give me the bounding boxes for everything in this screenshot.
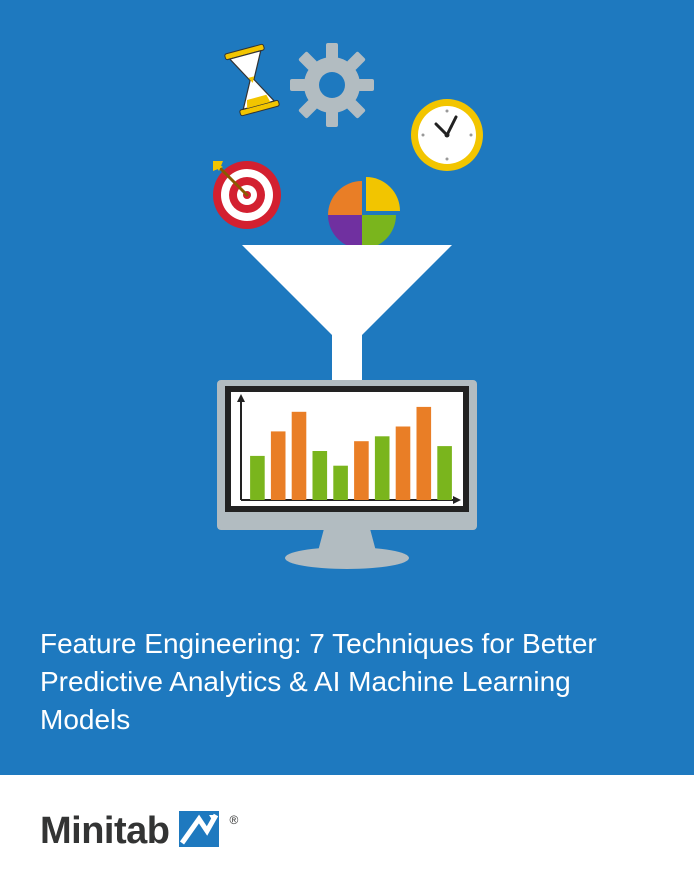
brand-logo: Minitab ® (40, 809, 244, 854)
title-text: Feature Engineering: 7 Techniques for Be… (40, 625, 654, 738)
gear-icon (290, 43, 374, 127)
target-icon (213, 161, 281, 229)
bar (333, 466, 348, 500)
bar (437, 446, 452, 500)
registered-mark: ® (229, 813, 238, 827)
hourglass-icon (224, 44, 279, 116)
bar (375, 436, 390, 500)
footer: Minitab ® (0, 775, 694, 888)
funnel-icon (242, 245, 452, 380)
hero-illustration (157, 20, 537, 580)
clock-icon (411, 99, 483, 171)
logo-text: Minitab (40, 810, 169, 853)
bar (354, 441, 369, 500)
bar (250, 456, 265, 500)
monitor-icon (217, 380, 477, 569)
bar (313, 451, 328, 500)
logo-mark-icon (179, 809, 225, 854)
hero-title: Feature Engineering: 7 Techniques for Be… (40, 625, 654, 738)
bar (396, 427, 411, 501)
pie-icon (328, 177, 400, 249)
bar (271, 431, 286, 500)
bar (417, 407, 432, 500)
bar (292, 412, 307, 500)
hero-panel: Feature Engineering: 7 Techniques for Be… (0, 0, 694, 775)
